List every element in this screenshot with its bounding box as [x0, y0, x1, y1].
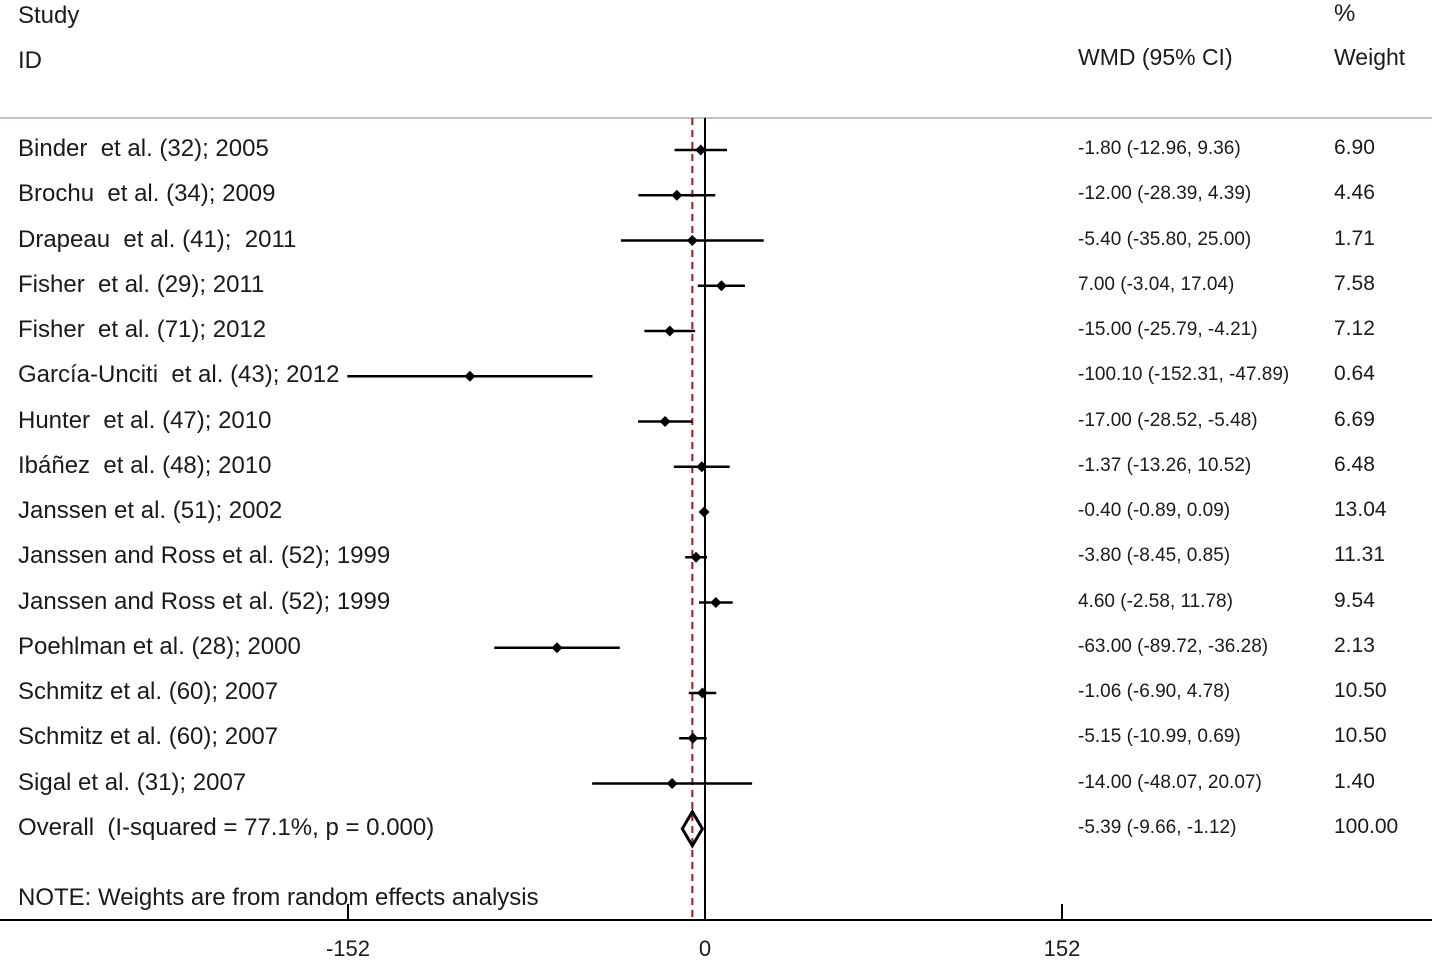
- weight-value: 13.04: [1334, 498, 1387, 521]
- effect-ci-value: -15.00 (-25.79, -4.21): [1078, 319, 1258, 340]
- point-estimate-marker: [464, 370, 476, 382]
- point-estimate-marker: [671, 189, 683, 201]
- x-tick-label: -152: [325, 936, 371, 961]
- point-estimate-marker: [690, 551, 702, 563]
- weight-value: 1.40: [1334, 769, 1375, 793]
- study-label: Janssen and Ross et al. (52); 1999: [18, 542, 391, 570]
- study-label: Janssen et al. (51); 2002: [18, 497, 283, 524]
- effect-ci-value: -17.00 (-28.52, -5.48): [1078, 409, 1258, 431]
- weight-value: 6.69: [1334, 407, 1375, 431]
- study-label: Hunter et al. (47); 2010: [18, 406, 272, 434]
- effect-ci-value: -63.00 (-89.72, -36.28): [1078, 635, 1269, 657]
- note-text: NOTE: Weights are from random effects an…: [18, 884, 539, 911]
- effect-ci-value: -100.10 (-152.31, -47.89): [1078, 364, 1290, 386]
- study-label: Sigal et al. (31); 2007: [18, 768, 247, 796]
- effect-ci-value: 4.60 (-2.58, 11.78): [1078, 590, 1233, 612]
- point-estimate-marker: [695, 144, 707, 156]
- effect-ci-value: -5.40 (-35.80, 25.00): [1078, 228, 1252, 250]
- point-estimate-marker: [664, 325, 676, 337]
- overall-label: Overall (I-squared = 77.1%, p = 0.000): [18, 813, 435, 841]
- study-label: Schmitz et al. (60); 2007: [18, 723, 279, 751]
- study-label: Janssen and Ross et al. (52); 1999: [18, 587, 391, 615]
- study-label: Fisher et al. (71); 2012: [18, 316, 267, 343]
- point-estimate-marker: [715, 280, 727, 292]
- point-estimate-marker: [687, 732, 699, 744]
- weight-value: 7.58: [1334, 271, 1375, 295]
- overall-diamond: [680, 808, 705, 849]
- effect-ci-value: -12.00 (-28.39, 4.39): [1078, 183, 1252, 205]
- weight-value: 2.13: [1334, 633, 1375, 657]
- weight-header: Weight: [1334, 44, 1406, 70]
- weight-header-percent: %: [1334, 0, 1356, 27]
- weight-value: 0.64: [1334, 362, 1375, 386]
- point-estimate-marker: [551, 642, 563, 654]
- effect-ci-value: -1.06 (-6.90, 4.78): [1078, 681, 1231, 702]
- weight-value: 10.50: [1334, 679, 1387, 702]
- weight-value: 6.48: [1334, 452, 1375, 476]
- study-label: Fisher et al. (29); 2011: [18, 270, 265, 298]
- point-estimate-marker: [710, 597, 722, 608]
- x-tick-label: 0: [698, 936, 712, 961]
- study-header: Study: [18, 2, 80, 29]
- weight-value: 4.46: [1334, 181, 1375, 205]
- weight-value: 7.12: [1334, 317, 1375, 340]
- study-label: García-Unciti et al. (43); 2012: [18, 361, 340, 389]
- study-label: Schmitz et al. (60); 2007: [18, 678, 279, 705]
- weight-value: 11.31: [1334, 543, 1385, 567]
- point-estimate-marker: [659, 416, 671, 427]
- effect-ci-value: -1.37 (-13.26, 10.52): [1078, 454, 1252, 476]
- overall-effect-ci-value: -5.39 (-9.66, -1.12): [1078, 816, 1237, 838]
- x-tick-label: 152: [1043, 936, 1081, 961]
- weight-value: 9.54: [1334, 588, 1375, 612]
- weight-value: 6.90: [1334, 136, 1375, 159]
- weight-value: 1.71: [1334, 226, 1375, 250]
- point-estimate-marker: [686, 235, 698, 246]
- effect-ci-value: -0.40 (-0.89, 0.09): [1078, 500, 1231, 521]
- weight-value: 10.50: [1334, 724, 1387, 748]
- overall-weight-value: 100.00: [1334, 814, 1399, 838]
- effect-header: WMD (95% CI): [1078, 44, 1233, 70]
- effect-ci-value: 7.00 (-3.04, 17.04): [1078, 273, 1235, 295]
- point-estimate-marker: [666, 778, 678, 789]
- effect-ci-value: -1.80 (-12.96, 9.36): [1078, 138, 1241, 159]
- effect-ci-value: -3.80 (-8.45, 0.85): [1078, 545, 1231, 567]
- study-label: Brochu et al. (34); 2009: [18, 180, 276, 208]
- study-label: Poehlman et al. (28); 2000: [18, 632, 301, 660]
- id-header: ID: [18, 47, 42, 74]
- point-estimate-marker: [698, 506, 710, 518]
- point-estimate-marker: [697, 687, 709, 699]
- study-label: Drapeau et al. (41); 2011: [18, 225, 297, 253]
- effect-ci-value: -5.15 (-10.99, 0.69): [1078, 726, 1241, 748]
- study-label: Ibáñez et al. (48); 2010: [18, 451, 272, 479]
- study-label: Binder et al. (32); 2005: [18, 135, 269, 162]
- effect-ci-value: -14.00 (-48.07, 20.07): [1078, 771, 1262, 793]
- point-estimate-marker: [696, 461, 708, 473]
